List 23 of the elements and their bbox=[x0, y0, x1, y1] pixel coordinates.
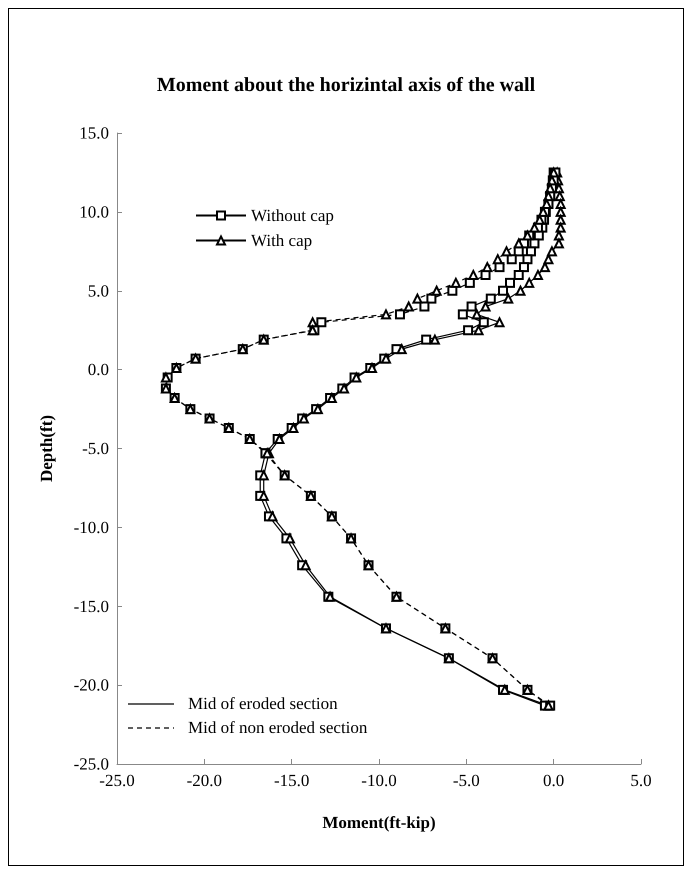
annotation: Mid of eroded section bbox=[188, 694, 338, 714]
y-tick-label: -10.0 bbox=[74, 518, 109, 537]
y-axis-title: Depth(ft) bbox=[37, 414, 56, 482]
x-tick-label: -15.0 bbox=[274, 771, 310, 790]
y-tick-label: -20.0 bbox=[74, 676, 109, 695]
y-tick-label: 10.0 bbox=[79, 202, 109, 222]
legend-label: Without cap bbox=[251, 206, 334, 225]
x-tick-label: -20.0 bbox=[186, 771, 222, 790]
chart-title: Moment about the horizintal axis of the wall bbox=[156, 74, 536, 96]
x-tick-label: -5.0 bbox=[452, 771, 480, 790]
y-tick-label: -25.0 bbox=[74, 754, 109, 774]
y-tick-label: 0.0 bbox=[88, 360, 109, 380]
x-tick-label: -10.0 bbox=[361, 771, 397, 790]
x-tick-label: -25.0 bbox=[99, 771, 135, 790]
annotation: Mid of non eroded section bbox=[188, 718, 368, 738]
legend-label: With cap bbox=[251, 231, 312, 250]
y-tick-label: 15.0 bbox=[79, 124, 109, 142]
y-tick-label: -15.0 bbox=[74, 596, 109, 616]
x-tick-label: 0.0 bbox=[543, 771, 564, 790]
x-axis-title: Moment(ft-kip) bbox=[322, 813, 436, 832]
y-tick-label: 5.0 bbox=[88, 281, 109, 300]
x-tick-label: 5.0 bbox=[630, 771, 652, 790]
y-tick-label: -5.0 bbox=[82, 439, 109, 458]
